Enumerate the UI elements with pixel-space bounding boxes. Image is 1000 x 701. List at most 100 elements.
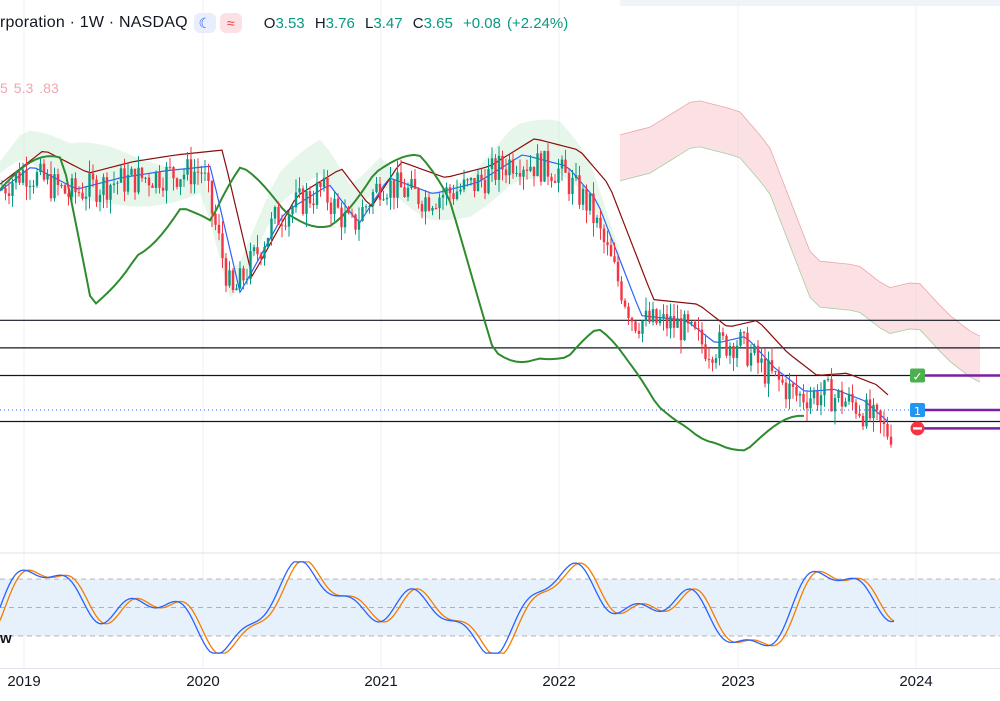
candle-body [452,193,455,200]
close-key: C [412,14,424,32]
candle-body [235,288,238,291]
check-icon [910,368,925,383]
candle-body [749,352,753,366]
candle-body [343,212,347,228]
moon-icon[interactable]: ☾ [193,13,216,33]
candle-body [98,194,102,202]
ohlc-readout: O3.53 H3.76 L3.47 C3.65 +0.08 (+2.24%) [264,15,574,32]
candle-body [658,318,662,324]
candle-body [693,321,697,329]
time-axis[interactable]: 2019 2020 2021 2022 2023 2024 [0,668,1000,701]
candle-body [529,166,532,171]
candle-body [326,177,329,203]
candle-body [662,314,665,319]
flag-icon [910,403,925,417]
symbol-title[interactable]: rporation · 1W · NASDAQ [0,14,188,31]
candle-body [385,197,389,200]
candle-body [378,183,382,200]
candle-body [686,314,690,324]
candle-body [690,321,693,324]
candle-body [25,169,28,187]
candle-body [620,281,623,301]
candle-body [728,346,732,356]
candle-body [739,332,742,346]
candle-body [651,309,655,322]
candle-body [196,171,200,173]
candle-body [672,316,676,328]
candle-body [851,393,854,403]
change-pct: (+2.24%) [506,14,569,32]
candle-body [707,359,711,361]
candle-body [63,185,67,194]
candle-body [56,174,60,186]
stoch-k-line [0,561,895,654]
flag-label: 1 [914,405,921,418]
candle-body [613,256,616,262]
candle-body [371,192,375,206]
candle-body [809,398,812,409]
candle-body [368,205,371,207]
candle-body [399,172,403,188]
change-value: +0.08 [462,14,501,32]
ichimoku-value-2: 5.3 [13,80,34,96]
candle-body [721,332,725,336]
candle-body [347,212,350,214]
candle-body [455,191,459,200]
candle-body [557,168,560,183]
candle-body [525,169,529,171]
candle-body [165,166,168,191]
candle-body [273,207,277,219]
ichimoku-legend: 5 5.3 .83 [0,80,65,96]
candle-body [133,168,137,193]
candle-body [242,268,245,281]
candle-body [669,316,672,329]
candle-body [700,329,704,345]
candle-body [483,179,487,194]
candle-body [735,345,739,358]
candle-body [438,197,441,209]
candle-body [767,360,770,384]
candle-body [679,318,683,341]
candle-body [322,177,326,187]
candle-body [858,413,861,416]
candle-body [154,171,158,188]
close-value: 3.65 [423,14,453,32]
candle-body [830,379,833,412]
candle-body [473,178,476,192]
candle-body [441,195,445,198]
candle-body [466,179,469,181]
wave-icon[interactable]: ≈ [219,13,242,33]
low-value: 3.47 [373,14,403,32]
candle-body [504,169,508,176]
candle-body [35,171,39,186]
low-key: L [365,14,374,32]
candle-body [462,179,466,190]
candle-body [602,228,606,243]
ichimoku-cloud-bull [0,119,620,298]
candle-body [487,168,490,194]
candle-body [329,202,333,215]
top-strip [620,0,1000,6]
candle-body [266,238,270,247]
symbol-header: rporation · 1W · NASDAQ ☾ ≈ O3.53 H3.76 … [0,8,574,38]
candle-body [476,174,480,192]
candle-body [550,176,553,182]
candle-body [207,172,210,181]
candle-body [634,321,637,331]
candle-body [179,179,182,187]
candle-body [245,279,249,281]
chikou-line [0,153,805,452]
candle-body [193,171,196,185]
candle-body [882,421,886,425]
candle-body [403,187,406,197]
candle-body [81,192,84,199]
candle-body [777,371,781,380]
candle-body [74,178,77,193]
ichimoku-cloud-bear [620,100,980,383]
candle-body [88,173,91,197]
candle-body [497,155,501,180]
candle-body [427,197,431,211]
candle-body [781,379,784,383]
candle-body [364,206,368,208]
